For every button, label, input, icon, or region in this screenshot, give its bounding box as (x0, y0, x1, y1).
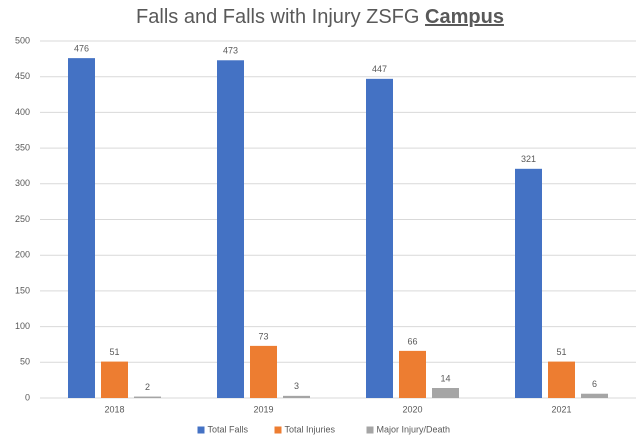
value-label: 66 (407, 336, 417, 346)
x-tick-label: 2020 (402, 404, 422, 414)
bar (548, 361, 575, 398)
y-tick-label: 100 (15, 321, 30, 331)
bar (250, 345, 277, 398)
value-label: 3 (294, 381, 299, 391)
legend-label: Total Falls (208, 424, 249, 434)
bar (432, 388, 459, 398)
y-tick-label: 400 (15, 107, 30, 117)
y-tick-label: 500 (15, 35, 30, 45)
value-label: 2 (145, 382, 150, 392)
legend-label: Major Injury/Death (377, 424, 451, 434)
y-tick-label: 50 (20, 357, 30, 367)
value-label: 476 (74, 44, 89, 54)
value-label: 51 (556, 347, 566, 357)
title-main: Falls and Falls with Injury ZSFG (136, 6, 419, 28)
y-tick-label: 350 (15, 142, 30, 152)
x-tick-label: 2019 (253, 404, 273, 414)
legend-swatch (197, 426, 205, 434)
y-tick-label: 250 (15, 214, 30, 224)
legend-swatch (366, 426, 374, 434)
x-tick-label: 2021 (551, 404, 571, 414)
bar (101, 361, 128, 398)
title-emphasis: Campus (425, 6, 504, 28)
x-tick-label: 2018 (104, 404, 124, 414)
y-tick-label: 150 (15, 285, 30, 295)
value-label: 473 (223, 46, 238, 56)
value-label: 6 (592, 379, 597, 389)
value-label: 321 (521, 154, 536, 164)
legend-swatch (274, 426, 282, 434)
value-label: 51 (109, 347, 119, 357)
legend-label: Total Injuries (285, 424, 336, 434)
bar (283, 395, 310, 398)
bar (366, 78, 393, 398)
value-label: 73 (258, 331, 268, 341)
value-label: 14 (440, 373, 450, 383)
bar (399, 350, 426, 398)
y-tick-label: 450 (15, 71, 30, 81)
y-tick-label: 0 (25, 392, 30, 402)
y-tick-label: 200 (15, 250, 30, 260)
bar (217, 60, 244, 398)
bar (68, 58, 95, 399)
chart-title: Falls and Falls with Injury ZSFG Campus (136, 6, 504, 28)
bar (515, 168, 542, 398)
y-tick-label: 300 (15, 178, 30, 188)
value-label: 447 (372, 64, 387, 74)
bar (134, 396, 161, 398)
bar (581, 393, 608, 398)
